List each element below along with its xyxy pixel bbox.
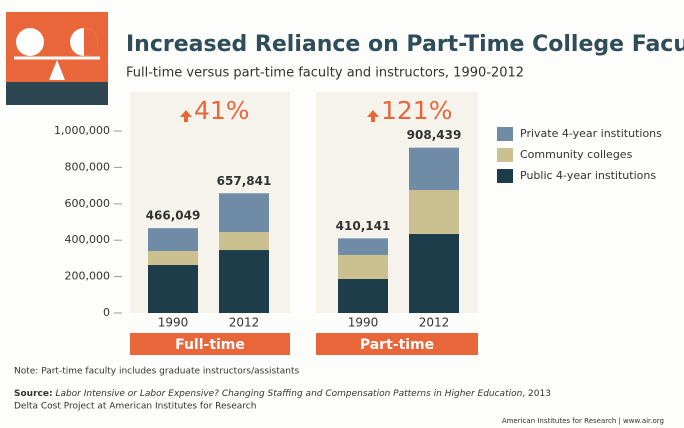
x-tick-label: 1990 xyxy=(158,316,189,330)
chart-title: Increased Reliance on Part-Time College … xyxy=(126,32,684,57)
source-label: Source: xyxy=(14,389,53,399)
bar-segment xyxy=(409,189,459,235)
total-label: 410,141 xyxy=(336,219,391,233)
legend-swatch xyxy=(497,169,513,183)
x-tick-label: 2012 xyxy=(229,316,260,330)
footer: American Institutes for Research | www.a… xyxy=(502,417,664,425)
source: Source: Labor Intensive or Labor Expensi… xyxy=(14,389,551,399)
chart-subtitle: Full-time versus part-time faculty and i… xyxy=(126,66,524,81)
group-band xyxy=(316,333,478,355)
group-label: Full-time xyxy=(175,337,245,353)
change-label: 41% xyxy=(194,96,250,125)
bar-segment xyxy=(338,278,388,313)
y-tick-label: 600,000 xyxy=(65,197,111,210)
bar-segment xyxy=(219,193,269,233)
bar-segment xyxy=(338,238,388,255)
legend-label: Private 4-year institutions xyxy=(520,127,662,140)
legend-label: Public 4-year institutions xyxy=(520,169,656,182)
y-tick-label: 400,000 xyxy=(65,233,111,246)
bar-segment xyxy=(219,232,269,251)
y-tick-label: 1,000,000 xyxy=(54,124,110,137)
total-label: 657,841 xyxy=(217,174,272,188)
group-label: Part-time xyxy=(360,337,434,353)
total-label: 908,439 xyxy=(407,128,462,142)
bar-segment xyxy=(148,251,198,265)
total-label: 466,049 xyxy=(146,209,201,223)
bar-segment xyxy=(148,264,198,313)
x-tick-label: 1990 xyxy=(348,316,379,330)
source-title: Labor Intensive or Labor Expensive? Chan… xyxy=(55,389,522,399)
bar-segment xyxy=(409,147,459,190)
change-arrow xyxy=(367,110,379,122)
bar-segment xyxy=(338,254,388,279)
change-label: 121% xyxy=(381,96,452,125)
change-arrow xyxy=(180,110,192,122)
source-rest: , 2013 xyxy=(522,389,551,399)
group-band xyxy=(130,333,290,355)
y-tick-label: 200,000 xyxy=(65,270,111,283)
legend-swatch xyxy=(497,127,513,141)
legend-label: Community colleges xyxy=(520,148,633,161)
note: Note: Part-time faculty includes graduat… xyxy=(14,367,299,377)
bar-segment xyxy=(409,234,459,313)
bar-segment xyxy=(219,250,269,313)
y-tick-label: 0 xyxy=(103,306,110,319)
bar-segment xyxy=(148,228,198,252)
logo xyxy=(6,12,108,105)
y-tick-label: 800,000 xyxy=(65,160,111,173)
source-line2: Delta Cost Project at American Institute… xyxy=(14,402,256,412)
legend-swatch xyxy=(497,148,513,162)
x-tick-label: 2012 xyxy=(419,316,450,330)
